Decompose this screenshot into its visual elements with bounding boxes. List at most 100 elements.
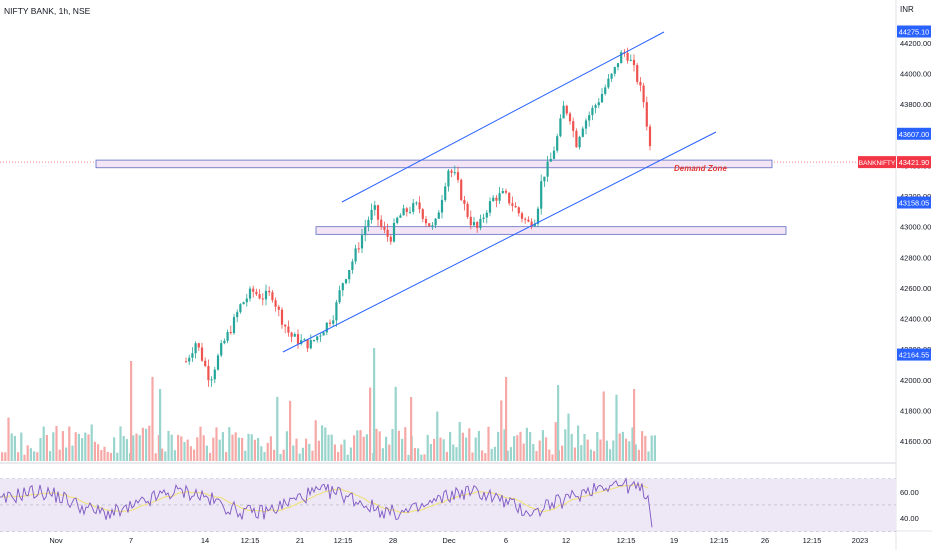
candle-body [492,197,495,202]
volume-bar [23,454,26,461]
time-tick-label: Nov [49,536,63,545]
candle-body [415,202,418,204]
candle-body [540,181,543,209]
candle-body [408,211,412,213]
candle-body [367,219,370,227]
volume-bar [602,391,605,461]
volume-bar [186,439,189,461]
volume-bar [193,449,196,461]
candle-body [450,170,453,173]
candle-body [396,217,399,223]
candle-body [197,343,200,348]
price-badge [897,156,931,169]
rsi-ma-line [0,484,649,514]
time-tick-label: 21 [296,536,304,545]
volume-bar [621,431,624,461]
candle-body [344,279,348,284]
candle-body [501,191,504,194]
volume-bar [33,451,36,461]
volume-bar [503,429,506,461]
volume-bar [356,430,359,461]
demand-zone-label: Demand Zone [674,164,727,173]
volume-bars [1,348,656,461]
volume-bar [628,441,631,461]
candle-body [386,229,389,237]
volume-bar [513,436,516,461]
volume-bar [529,432,532,461]
volume-bar [385,436,388,461]
candle-body [476,222,479,228]
volume-bar [234,432,237,461]
volume-bar [205,445,208,461]
volume-bar [71,445,74,461]
volume-bar [138,435,141,461]
candle-body [648,126,652,146]
candle-body [514,205,517,208]
volume-bar [436,411,439,461]
candle-body [552,150,556,159]
volume-bar [391,429,394,461]
volume-bar [497,431,500,461]
candle-body [613,67,616,74]
candle-body [504,191,508,193]
volume-bar [442,439,445,461]
volume-bar [55,425,58,461]
volume-bar [141,427,144,461]
candle-body [556,136,559,151]
candle-body [508,192,511,204]
volume-bar [541,430,544,461]
demand-zones[interactable]: Demand Zone [95,159,787,235]
volume-bar [410,397,413,461]
volume-bar [74,432,77,461]
volume-bar [247,433,250,461]
rsi-line [0,477,653,528]
volume-bar [429,443,432,461]
volume-bar [484,453,487,461]
volume-bar [250,434,253,461]
volume-bar [557,385,560,461]
volume-bar [625,438,628,461]
volume-bar [273,449,276,461]
price-badge-label: 44275.10 [899,28,929,37]
candle-body [277,306,280,310]
volume-bar [458,421,461,461]
candle-body [373,205,376,210]
candle-body [549,158,552,162]
volume-bar [260,446,263,461]
volume-bar [404,427,407,461]
candle-body [357,248,360,250]
candle-body [431,225,434,227]
price-badge [897,196,931,209]
candle-body [524,218,527,220]
trend-channel[interactable] [282,31,717,353]
time-tick-label: 2023 [852,536,869,545]
candle-body [232,317,236,334]
symbol-badge-label: BANKNIFTY [859,160,896,167]
candle-body [200,347,204,361]
volume-bar [167,430,170,461]
price-badge [897,127,931,140]
volume-bar [423,454,426,461]
volume-bar [196,437,199,461]
price-tick-label: 43000.00 [900,223,931,232]
candle-body [335,302,338,321]
volume-bar [17,452,20,461]
volume-bar [633,389,636,461]
candle-body [364,226,367,236]
volume-bar [548,449,551,461]
volume-bar [58,449,61,461]
candle-body [632,59,636,66]
time-tick-label: 12:15 [241,536,260,545]
volume-bar [100,450,103,461]
price-badge-label: 42164.55 [899,351,929,360]
volume-bar [349,447,352,461]
volume-bar [554,422,557,461]
volume-bar [292,445,295,461]
volume-bar [650,435,653,461]
volume-bar [490,448,493,461]
candle-body [469,216,472,226]
volume-bar [84,432,87,461]
candle-body [530,221,533,227]
demand-zone-upper [95,159,773,169]
